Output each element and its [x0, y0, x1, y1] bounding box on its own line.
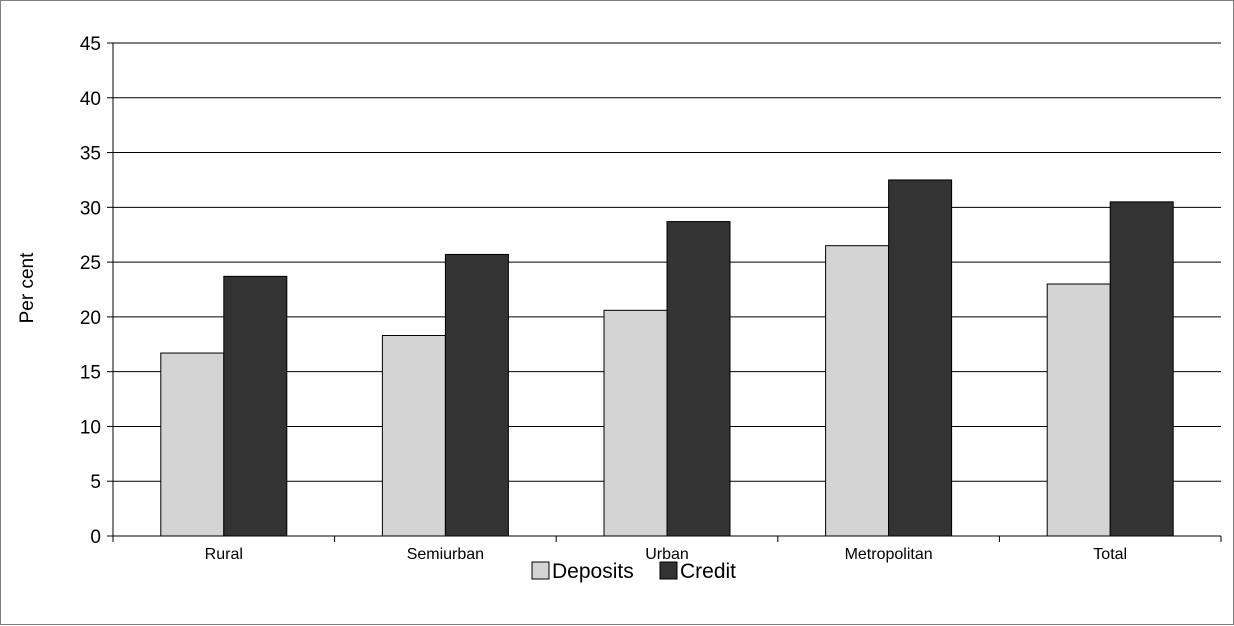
x-tick-label: Semiurban — [407, 546, 484, 563]
x-tick-label: Metropolitan — [845, 546, 933, 563]
bar-credit-total — [1109, 201, 1174, 537]
bar-credit-semiurban — [444, 253, 509, 537]
y-tick-label: 5 — [90, 472, 101, 493]
y-axis-title: Per cent — [17, 252, 38, 323]
bars — [160, 179, 1174, 537]
legend-label-credit: Credit — [680, 560, 736, 583]
y-axis-ticks: 0 5 10 15 20 25 30 35 40 45 — [80, 34, 113, 548]
bar-credit-metropolitan — [888, 179, 953, 537]
y-tick-label: 0 — [90, 527, 101, 548]
y-tick-label: 35 — [80, 144, 101, 165]
bar-credit-rural — [223, 275, 288, 537]
bar-deposits-total — [1046, 283, 1111, 537]
y-tick-label: 20 — [80, 308, 101, 329]
x-tick-label: Total — [1093, 546, 1127, 563]
y-tick-label: 30 — [80, 198, 101, 219]
y-tick-label: 40 — [80, 89, 101, 110]
legend-swatch-deposits — [531, 561, 550, 580]
x-axis-ticks: Rural Semiurban Urban Metropolitan Total — [112, 536, 1222, 563]
axes — [112, 43, 1221, 537]
x-tick-label: Rural — [205, 546, 243, 563]
legend: Deposits Credit — [531, 560, 736, 583]
y-tick-label: 25 — [80, 253, 101, 274]
y-tick-label: 45 — [80, 34, 101, 55]
bar-deposits-semiurban — [381, 335, 446, 537]
legend-swatch-credit — [659, 561, 678, 580]
y-tick-label: 15 — [80, 363, 101, 384]
bar-credit-urban — [666, 221, 731, 537]
legend-label-deposits: Deposits — [552, 560, 634, 583]
y-tick-label: 10 — [80, 417, 101, 438]
bar-deposits-urban — [603, 309, 668, 537]
bar-deposits-metropolitan — [825, 245, 890, 537]
bar-deposits-rural — [160, 352, 225, 537]
x-tick-label: Urban — [645, 546, 689, 563]
